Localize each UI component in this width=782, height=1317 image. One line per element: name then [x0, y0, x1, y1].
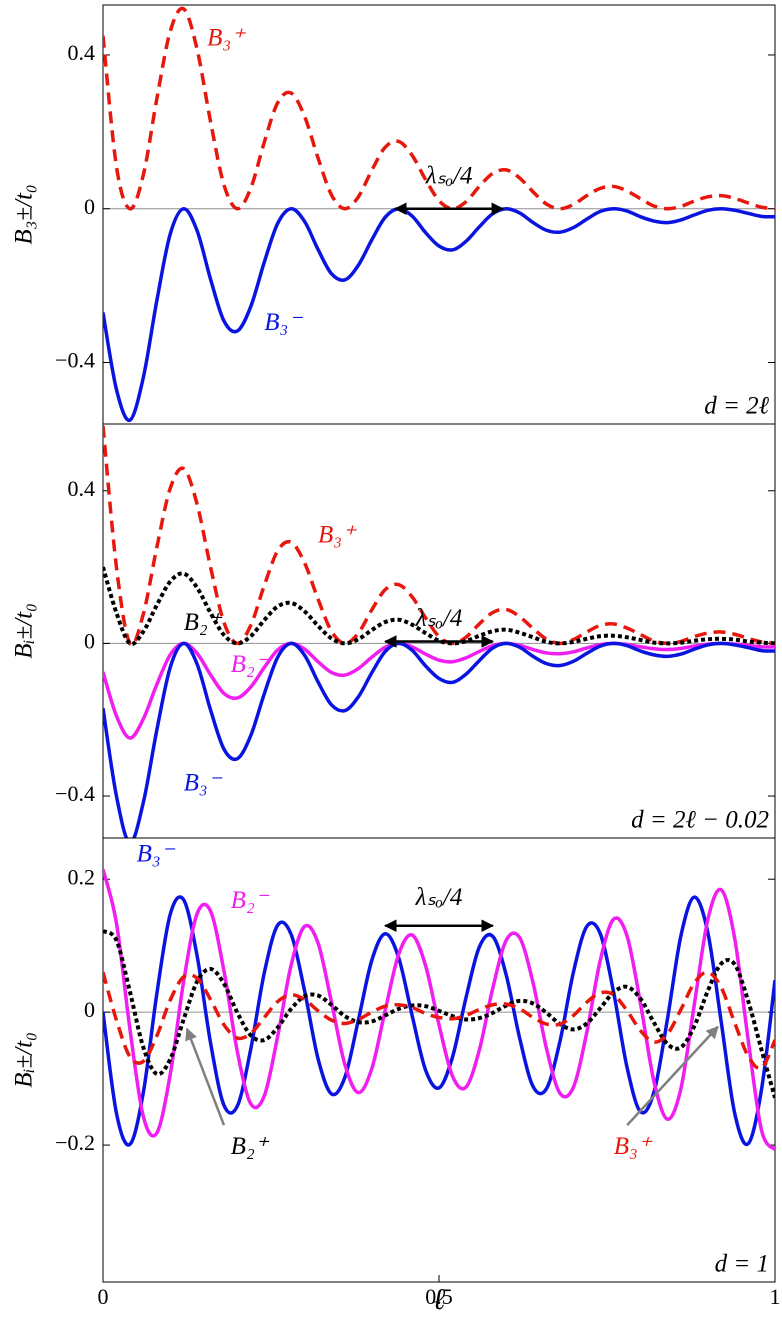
series-line — [103, 970, 775, 1071]
pointer-arrow — [185, 1027, 226, 1126]
series-line — [103, 566, 775, 647]
y-tick-label: 0 — [84, 997, 95, 1022]
y-tick-label: 0.2 — [68, 864, 96, 889]
series-label: B₃⁻ — [137, 841, 176, 868]
plot-frame — [102, 4, 776, 425]
y-tick-label: 0 — [84, 194, 95, 219]
series-label: B₂⁺ — [184, 609, 223, 636]
panel: 0.2 0 −0.2 0 0.5 1 ℓ Bᵢ±/t₀ d = 1 B₃⁻ B₂⁻ B₂⁺ B₃⁺ λₛₒ… — [11, 837, 781, 1316]
period-label: λₛₒ/4 — [415, 884, 463, 911]
series-label: B₂⁻ — [231, 651, 270, 678]
period-label: λₛₒ/4 — [425, 163, 473, 190]
period-label: λₛₒ/4 — [415, 605, 463, 632]
y-tick-label: 0 — [84, 628, 95, 653]
series-label: B₃⁺ — [207, 24, 246, 51]
series-line — [103, 929, 775, 1099]
series-line — [103, 6, 775, 211]
x-tick-label: 0 — [98, 1284, 109, 1309]
panel-note: d = 2ℓ − 0.02 — [631, 807, 769, 834]
panel-note: d = 1 — [715, 1251, 769, 1278]
x-axis-label: ℓ — [433, 1283, 446, 1316]
y-axis-label: Bᵢ±/t₀ — [11, 1032, 38, 1088]
y-axis-label: B₃±/t₀ — [11, 184, 38, 244]
pointer-arrow — [626, 1025, 719, 1126]
y-tick-label: 0.4 — [68, 476, 96, 501]
series-line — [103, 895, 775, 1147]
series-line — [103, 868, 775, 1151]
y-tick-label: 0.4 — [68, 40, 96, 65]
x-tick-label: 1 — [770, 1284, 781, 1309]
series-label: B₃⁺ — [318, 521, 357, 548]
series-line — [103, 641, 775, 838]
panel: 0.4 0 −0.4 B₃±/t₀ d = 2ℓ B₃⁺ B₃⁻ λₛₒ/4 — [11, 4, 776, 425]
y-tick-label: −0.2 — [55, 1130, 95, 1155]
series-line — [103, 206, 775, 422]
series-label: B₃⁻ — [184, 769, 223, 796]
x-tick-label: 0.5 — [425, 1284, 453, 1309]
series-label: B₂⁺ — [231, 1133, 270, 1160]
y-tick-label: −0.4 — [55, 348, 95, 373]
y-axis-label: Bᵢ±/t₀ — [11, 603, 38, 659]
series-line — [103, 641, 775, 740]
series-label: B₂⁻ — [231, 887, 270, 914]
series-label: B₃⁺ — [614, 1133, 653, 1160]
panel-note: d = 2ℓ — [704, 393, 769, 420]
series-label: B₃⁻ — [264, 309, 303, 336]
panel: 0.4 0 −0.4 Bᵢ±/t₀ d = 2ℓ − 0.02 B₃⁺ B₂⁺ B₂⁻ B₃⁻ λ… — [11, 423, 776, 839]
y-tick-label: −0.4 — [55, 781, 95, 806]
